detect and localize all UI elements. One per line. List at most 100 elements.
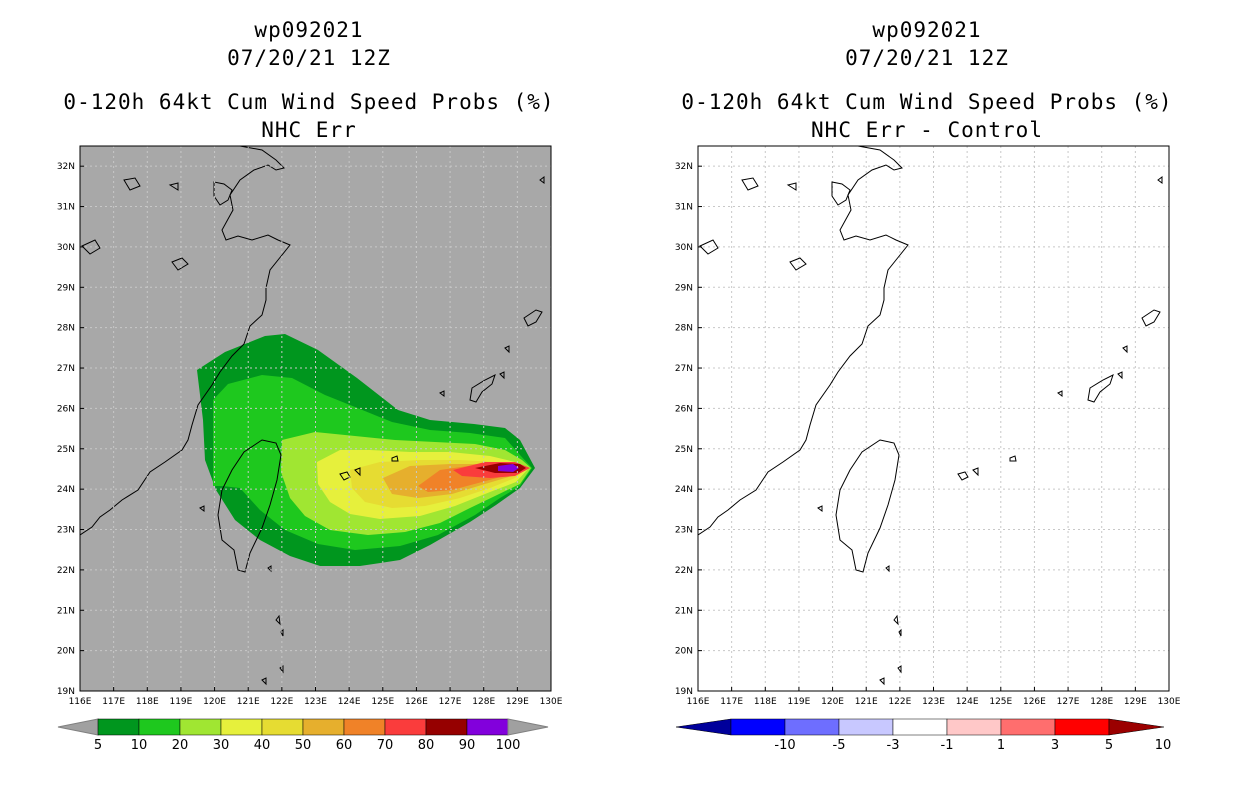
colorbar-swatch: [343, 718, 386, 736]
yaeyama-islands: [957, 455, 1017, 481]
colorbar-label: 5: [1105, 738, 1113, 753]
colorbar-label: -3: [887, 738, 900, 753]
colorbar-label: 70: [377, 738, 394, 753]
colorbar-swatch: [138, 718, 181, 736]
lon-tick-label: 117E: [720, 697, 743, 707]
right-map-figure: 116E 117E 118E 119E 120E 121E 122E 123E 124E 125E…: [675, 145, 1181, 753]
colorbar-label: -1: [941, 738, 954, 753]
colorbar-swatch: [179, 718, 222, 736]
colorbar-label: 1: [997, 738, 1005, 753]
ryukyu-amami: [523, 309, 543, 327]
left-colorbar: 5 10 20 30 40 50 60 70 80 90 100: [57, 718, 549, 753]
lat-tick-label: 19N: [57, 687, 75, 697]
ryukyu-okinawa: [1087, 374, 1114, 403]
lat-tick-label: 27N: [675, 364, 693, 374]
inland-lake: [741, 177, 797, 191]
lon-tick-label: 121E: [237, 697, 260, 707]
ryukyu-okinawa: [469, 374, 496, 403]
pescadores: [817, 505, 823, 512]
lon-tick-label: 121E: [855, 697, 878, 707]
lon-tick-label: 127E: [1057, 697, 1080, 707]
pescadores: [199, 505, 205, 512]
lon-tick-label: 118E: [136, 697, 159, 707]
lat-tick-label: 20N: [675, 647, 693, 657]
colorbar-swatch: [838, 718, 894, 736]
lat-tick-label: 28N: [675, 324, 693, 334]
left-subtitle: NHC Err: [261, 118, 357, 142]
small-islands-east: [1057, 176, 1163, 397]
colorbar-label: 20: [172, 738, 189, 753]
lon-tick-label: 127E: [439, 697, 462, 707]
lon-tick-label: 119E: [169, 697, 192, 707]
luzon-north-islands: [879, 565, 902, 686]
lat-tick-label: 31N: [675, 203, 693, 213]
lon-tick-label: 125E: [989, 697, 1012, 707]
left-coastlines: [80, 146, 545, 686]
lat-tick-label: 32N: [675, 162, 693, 172]
contour-90: [498, 464, 519, 472]
colorbar-swatch: [1000, 718, 1056, 736]
lon-tick-label: 129E: [1124, 697, 1147, 707]
lat-tick-label: 26N: [675, 404, 693, 414]
left-axis-ticks: 116E 117E 118E 119E 120E 121E 122E 123E 124E 125E…: [57, 162, 563, 707]
colorbar-swatch: [261, 718, 304, 736]
left-product-title: 0-120h 64kt Cum Wind Speed Probs (%): [63, 90, 555, 114]
lon-tick-label: 126E: [1023, 697, 1046, 707]
taiwan-coastline: [217, 439, 282, 573]
colorbar-label: 10: [1155, 738, 1172, 753]
lon-tick-label: 130E: [1158, 697, 1181, 707]
right-panel: wp092021 07/20/21 12Z 0-120h 64kt Cum Wi…: [618, 0, 1236, 800]
right-colorbar: -10 -5 -3 -1 1 3 5 10: [675, 718, 1172, 753]
colorbar-label: 60: [336, 738, 353, 753]
inland-lake: [123, 177, 179, 191]
colorbar-label: 10: [131, 738, 148, 753]
lat-tick-label: 30N: [57, 243, 75, 253]
lon-tick-label: 122E: [270, 697, 293, 707]
lon-tick-label: 129E: [506, 697, 529, 707]
left-panel: wp092021 07/20/21 12Z 0-120h 64kt Cum Wi…: [57, 18, 563, 753]
lat-tick-label: 22N: [57, 566, 75, 576]
right-coastlines: [698, 146, 1163, 686]
left-map-figure: 116E 117E 118E 119E 120E 121E 122E 123E 124E 125E…: [57, 145, 563, 753]
right-subtitle: NHC Err - Control: [811, 118, 1043, 142]
colorbar-swatch: [730, 718, 786, 736]
lon-tick-label: 122E: [888, 697, 911, 707]
china-coastline: [698, 146, 909, 536]
right-storm-id: wp092021: [872, 18, 982, 42]
colorbar-high-arrow: [507, 718, 549, 736]
lon-tick-label: 120E: [821, 697, 844, 707]
lat-tick-label: 29N: [675, 283, 693, 293]
lat-tick-label: 32N: [57, 162, 75, 172]
lon-tick-label: 125E: [371, 697, 394, 707]
right-datetime: 07/20/21 12Z: [845, 46, 1009, 70]
colorbar-label: 100: [496, 738, 521, 753]
lat-tick-label: 23N: [57, 526, 75, 536]
right-axis-ticks: 116E 117E 118E 119E 120E 121E 122E 123E 124E 125E…: [675, 162, 1181, 707]
lon-tick-label: 123E: [304, 697, 327, 707]
lon-tick-label: 126E: [405, 697, 428, 707]
lat-tick-label: 22N: [675, 566, 693, 576]
colorbar-high-arrow: [1108, 718, 1165, 736]
lon-tick-label: 124E: [338, 697, 361, 707]
lat-tick-label: 28N: [57, 324, 75, 334]
yaeyama-islands: [339, 455, 399, 481]
colorbar-swatch: [466, 718, 509, 736]
lat-tick-label: 21N: [57, 606, 75, 616]
lat-tick-label: 25N: [675, 445, 693, 455]
colorbar-swatch: [425, 718, 468, 736]
lon-tick-label: 124E: [956, 697, 979, 707]
lon-tick-label: 128E: [1090, 697, 1113, 707]
left-datetime: 07/20/21 12Z: [227, 46, 391, 70]
lat-tick-label: 25N: [57, 445, 75, 455]
lon-tick-label: 130E: [540, 697, 563, 707]
lon-tick-label: 120E: [203, 697, 226, 707]
colorbar-swatch: [892, 718, 948, 736]
shanghai-estuary: [831, 181, 851, 206]
left-storm-id: wp092021: [254, 18, 364, 42]
colorbar-label: 40: [254, 738, 271, 753]
right-grid: [698, 146, 1169, 691]
colorbar-label: -10: [774, 738, 795, 753]
colorbar-swatch: [1054, 718, 1110, 736]
lon-tick-label: 118E: [754, 697, 777, 707]
lon-tick-label: 116E: [687, 697, 710, 707]
